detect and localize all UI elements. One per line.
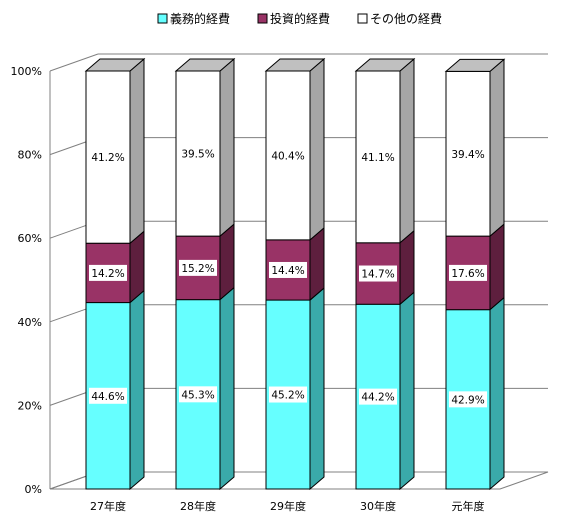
bar-segment-3: 41.1%: [354, 57, 416, 244]
bar-side: [129, 57, 145, 245]
data-label-bg: [89, 387, 127, 404]
legend-label: その他の経費: [370, 11, 442, 26]
data-label: 45.2%: [271, 390, 304, 402]
data-label-bg: [269, 386, 307, 403]
bar-side: [309, 57, 325, 241]
bar-segment-2: 17.6%: [445, 223, 505, 311]
bar-top: [354, 58, 416, 72]
bar-side: [219, 286, 235, 491]
bar-segment-3: 39.5%: [174, 57, 236, 238]
data-label-bg: [269, 261, 307, 278]
data-label-bg: [359, 388, 397, 405]
bars: 44.6% 14.2% 41.2% 27年度 45.3% 15.2% 39.5% 28年度 45…: [84, 57, 506, 513]
bar-segment-1: 44.2%: [355, 291, 415, 491]
bar-side: [489, 223, 505, 311]
bar-side: [129, 289, 145, 491]
gridline-diagonal: [49, 53, 99, 72]
x-tick-label: 27年度: [90, 499, 126, 513]
legend-swatch: [257, 13, 268, 24]
x-tick-label: 29年度: [270, 499, 306, 513]
bar-side: [489, 58, 505, 238]
bar-side: [399, 57, 415, 244]
bar-top: [84, 58, 146, 72]
y-tick-label: 100%: [11, 65, 42, 78]
data-label-bg: [179, 386, 217, 403]
bar-segment-2: 15.2%: [175, 223, 235, 301]
bar-top: [444, 58, 506, 72]
bar-top: [174, 58, 236, 72]
bar-segment-3: 39.4%: [444, 58, 506, 238]
bar-segment-3: 40.4%: [264, 57, 326, 241]
data-label: 44.6%: [91, 391, 124, 403]
x-tick-label: 元年度: [452, 499, 485, 513]
bar-side: [309, 286, 325, 491]
bar-segment-3: 41.2%: [84, 57, 146, 245]
data-label-bg: [449, 145, 487, 162]
bar-segment-2: 14.7%: [355, 229, 415, 306]
y-tick-label: 60%: [18, 232, 42, 245]
data-label-bg: [449, 264, 487, 281]
bar-segment-2: 14.2%: [85, 230, 145, 304]
data-label: 41.2%: [91, 152, 124, 164]
x-tick-label: 30年度: [360, 499, 396, 513]
bar-side: [399, 229, 415, 306]
data-label: 17.6%: [451, 268, 484, 280]
bar-segment-1: 44.6%: [85, 289, 145, 491]
legend-swatch: [357, 13, 368, 24]
data-label: 41.1%: [361, 152, 394, 164]
data-label: 45.3%: [181, 389, 214, 401]
x-tick-label: 28年度: [180, 499, 216, 513]
bar-side: [399, 291, 415, 491]
y-tick-label: 40%: [18, 316, 42, 329]
data-label: 14.2%: [91, 268, 124, 280]
bar-segment-1: 42.9%: [445, 296, 505, 491]
data-label: 14.4%: [271, 265, 304, 277]
data-label: 39.5%: [181, 149, 214, 161]
y-tick-label: 80%: [18, 149, 42, 162]
data-label: 44.2%: [361, 392, 394, 404]
legend-swatch: [157, 13, 168, 24]
bar-segment-1: 45.2%: [265, 286, 325, 491]
data-label: 39.4%: [451, 149, 484, 161]
legend-label: 義務的経費: [170, 11, 230, 26]
data-label-bg: [179, 259, 217, 276]
bar-segment-2: 14.4%: [265, 226, 325, 302]
data-label-bg: [89, 149, 127, 166]
bar-segment-1: 45.3%: [175, 286, 235, 491]
data-label-bg: [449, 391, 487, 408]
legend: 義務的経費 投資的経費 その他の経費: [157, 11, 442, 26]
data-label-bg: [359, 148, 397, 165]
bar-side: [489, 296, 505, 491]
data-label: 42.9%: [451, 394, 484, 406]
data-label: 15.2%: [181, 263, 214, 275]
bar-side: [219, 57, 235, 238]
data-label-bg: [359, 265, 397, 282]
bar-side: [219, 223, 235, 301]
data-label-bg: [89, 264, 127, 281]
y-tick-label: 0%: [25, 483, 42, 496]
bar-top: [264, 58, 326, 72]
data-label-bg: [179, 145, 217, 162]
data-label: 14.7%: [361, 269, 394, 281]
data-label: 40.4%: [271, 150, 304, 162]
legend-label: 投資的経費: [270, 11, 330, 26]
y-tick-label: 20%: [18, 399, 42, 412]
data-label-bg: [269, 147, 307, 164]
